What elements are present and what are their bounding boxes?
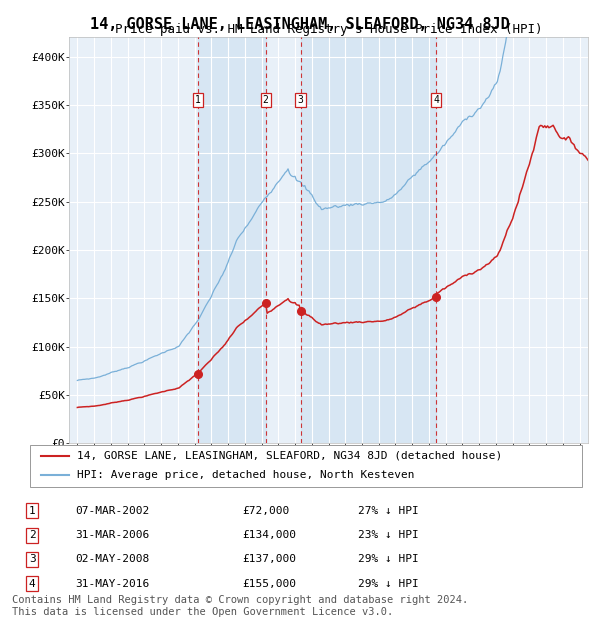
Text: 07-MAR-2002: 07-MAR-2002	[76, 506, 149, 516]
Text: 23% ↓ HPI: 23% ↓ HPI	[358, 530, 418, 540]
Text: 31-MAY-2016: 31-MAY-2016	[76, 578, 149, 589]
Text: 3: 3	[298, 95, 304, 105]
Text: 14, GORSE LANE, LEASINGHAM, SLEAFORD, NG34 8JD (detached house): 14, GORSE LANE, LEASINGHAM, SLEAFORD, NG…	[77, 451, 502, 461]
Text: 1: 1	[29, 506, 35, 516]
Title: Price paid vs. HM Land Registry's House Price Index (HPI): Price paid vs. HM Land Registry's House …	[115, 23, 542, 36]
FancyBboxPatch shape	[30, 445, 582, 487]
Text: Contains HM Land Registry data © Crown copyright and database right 2024.
This d: Contains HM Land Registry data © Crown c…	[12, 595, 468, 617]
Text: 29% ↓ HPI: 29% ↓ HPI	[358, 554, 418, 564]
Text: £72,000: £72,000	[242, 506, 290, 516]
Text: £134,000: £134,000	[242, 530, 296, 540]
Text: £137,000: £137,000	[242, 554, 296, 564]
Text: 2: 2	[263, 95, 269, 105]
Bar	[301, 37, 436, 443]
Text: 14, GORSE LANE, LEASINGHAM, SLEAFORD, NG34 8JD: 14, GORSE LANE, LEASINGHAM, SLEAFORD, NG…	[90, 17, 510, 32]
Text: 02-MAY-2008: 02-MAY-2008	[76, 554, 149, 564]
Text: £155,000: £155,000	[242, 578, 296, 589]
Text: 29% ↓ HPI: 29% ↓ HPI	[358, 578, 418, 589]
Text: 4: 4	[433, 95, 439, 105]
Text: 4: 4	[29, 578, 35, 589]
Text: HPI: Average price, detached house, North Kesteven: HPI: Average price, detached house, Nort…	[77, 471, 415, 480]
Text: 27% ↓ HPI: 27% ↓ HPI	[358, 506, 418, 516]
Text: 31-MAR-2006: 31-MAR-2006	[76, 530, 149, 540]
Text: 2: 2	[29, 530, 35, 540]
Bar	[197, 37, 266, 443]
Text: 1: 1	[194, 95, 200, 105]
Text: 3: 3	[29, 554, 35, 564]
